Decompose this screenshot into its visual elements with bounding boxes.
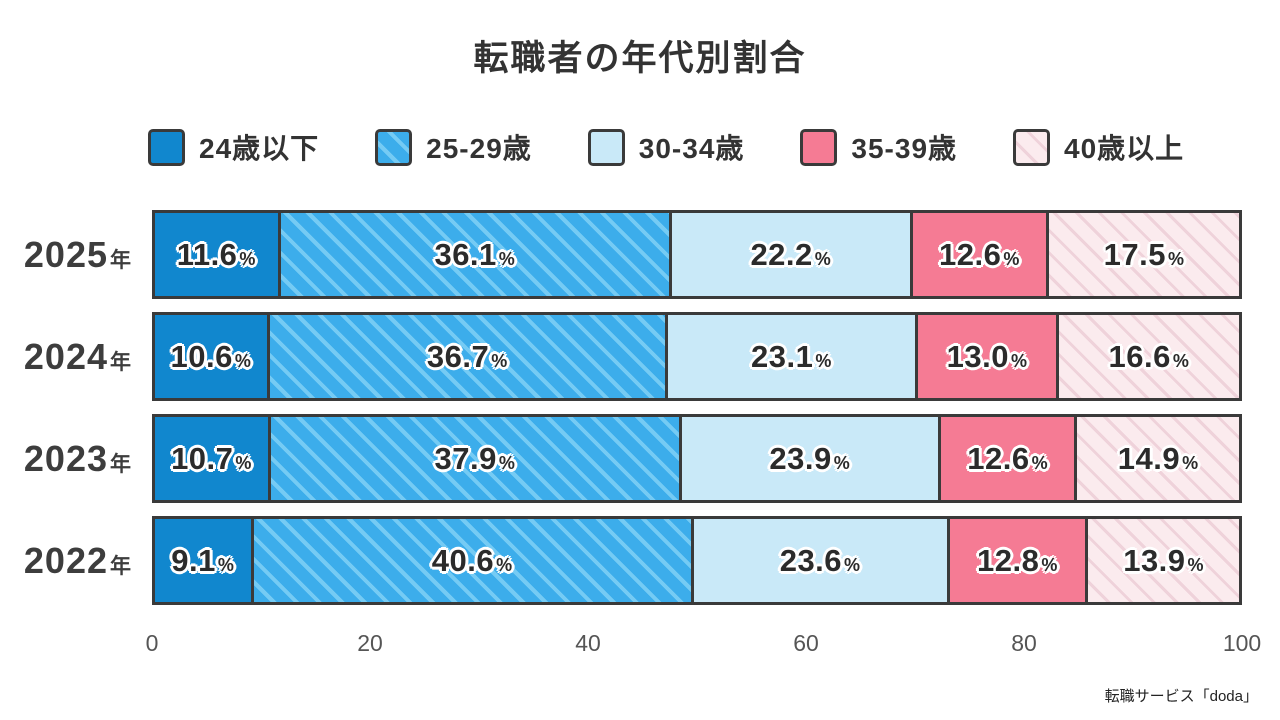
bar-segment: 10.7%	[155, 417, 271, 500]
x-axis-tick: 60	[793, 630, 819, 656]
bar-segment: 12.8%	[949, 519, 1089, 602]
legend-label: 35-39歳	[851, 133, 958, 164]
segment-value-label: 12.6%	[939, 236, 1020, 272]
bar-segment: 12.6%	[940, 417, 1078, 500]
segment-value-label: 9.1%	[171, 542, 235, 578]
segment-value-label: 23.6%	[779, 542, 861, 578]
stacked-bar: 10.6% 36.7% 23.1% 13.0% 16.6%	[152, 312, 1242, 401]
legend-label: 25-29歳	[426, 133, 532, 164]
legend-item-35-39: 35-39歳	[800, 127, 957, 167]
segment-value-label: 36.1%	[434, 236, 516, 272]
segment-value-label: 12.8%	[976, 542, 1058, 578]
stacked-bar: 10.7% 37.9% 23.9% 12.6% 14.9%	[152, 414, 1242, 503]
bar-segment: 12.6%	[912, 213, 1050, 296]
bar-segment: 10.6%	[155, 315, 270, 398]
segment-value-label: 23.1%	[750, 338, 832, 374]
bar-segment: 40.6%	[253, 519, 694, 602]
chart-row-2025: 2025年 11.6% 36.1% 22.2% 12.6% 17.5%	[0, 210, 1280, 299]
segment-value-label: 13.9%	[1123, 542, 1205, 578]
segment-value-label: 11.6%	[176, 236, 256, 272]
bar-segment: 23.6%	[693, 519, 950, 602]
row-label: 2022年	[23, 539, 132, 581]
stacked-bar: 9.1% 40.6% 23.6% 12.8% 13.9%	[152, 516, 1242, 605]
legend-item-25-29: 25-29歳	[375, 127, 532, 167]
bar-segment: 22.2%	[672, 213, 913, 296]
bar-segment: 14.9%	[1077, 417, 1239, 500]
segment-value-label: 13.0%	[946, 338, 1028, 374]
legend-item-30-34: 30-34歳	[587, 127, 745, 167]
legend-label: 24歳以下	[199, 133, 320, 164]
segment-value-label: 12.6%	[967, 440, 1049, 476]
segment-value-label: 36.7%	[426, 338, 508, 374]
legend-label: 30-34歳	[638, 133, 745, 164]
striped-pink-swatch-icon	[1013, 128, 1051, 166]
bar-segment: 13.0%	[918, 315, 1059, 398]
x-axis-tick: 80	[1011, 630, 1037, 656]
bar-segment: 23.1%	[667, 315, 919, 398]
segment-value-label: 37.9%	[434, 440, 516, 476]
segment-value-label: 17.5%	[1103, 236, 1185, 272]
x-axis-tick: 100	[1222, 630, 1262, 656]
source-credit: 転職サービス「doda」	[1104, 688, 1258, 705]
segment-value-label: 14.9%	[1117, 440, 1199, 476]
x-axis-tick: 0	[145, 630, 159, 656]
bar-segment: 16.6%	[1059, 315, 1239, 398]
bar-segment: 13.9%	[1088, 519, 1239, 602]
row-label: 2023年	[23, 437, 132, 479]
row-label: 2025年	[23, 233, 132, 275]
stacked-bar-rows: 2025年 11.6% 36.1% 22.2% 12.6% 17.5% 2024年 10.6%…	[0, 210, 1280, 618]
bar-segment: 17.5%	[1049, 213, 1239, 296]
page-title: 転職者の年代別割合	[473, 39, 807, 78]
legend-item-under-24: 24歳以下	[148, 127, 319, 167]
striped-blue-swatch-icon	[375, 128, 413, 166]
bar-segment: 11.6%	[155, 213, 281, 296]
bar-segment: 36.1%	[280, 213, 673, 296]
legend: 24歳以下 25-29歳 30-34歳 35-39歳 40歳以上	[148, 127, 1280, 167]
solid-blue-swatch-icon	[148, 128, 185, 166]
segment-value-label: 40.6%	[431, 542, 513, 578]
segment-value-label: 10.6%	[170, 338, 252, 374]
segment-value-label: 23.9%	[769, 440, 851, 476]
bar-segment: 9.1%	[155, 519, 254, 602]
bar-segment: 23.9%	[681, 417, 941, 500]
pink-swatch-icon	[800, 128, 838, 166]
chart-row-2023: 2023年 10.7% 37.9% 23.9% 12.6% 14.9%	[0, 414, 1280, 503]
chart-row-2024: 2024年 10.6% 36.7% 23.1% 13.0% 16.6%	[0, 312, 1280, 401]
light-blue-swatch-icon	[587, 128, 625, 166]
x-axis-tick: 40	[575, 630, 601, 656]
legend-item-over-40: 40歳以上	[1013, 127, 1184, 167]
stacked-bar: 11.6% 36.1% 22.2% 12.6% 17.5%	[152, 210, 1242, 299]
segment-value-label: 16.6%	[1108, 338, 1190, 374]
chart-row-2022: 2022年 9.1% 40.6% 23.6% 12.8% 13.9%	[0, 516, 1280, 605]
segment-value-label: 22.2%	[750, 236, 832, 272]
x-axis-tick: 20	[357, 630, 383, 656]
segment-value-label: 10.7%	[171, 440, 252, 476]
bar-segment: 37.9%	[270, 417, 682, 500]
bar-segment: 36.7%	[269, 315, 668, 398]
legend-label: 40歳以上	[1064, 133, 1185, 164]
x-axis: 0 20 40 60 80 100	[146, 630, 1262, 660]
row-label: 2024年	[23, 335, 132, 377]
